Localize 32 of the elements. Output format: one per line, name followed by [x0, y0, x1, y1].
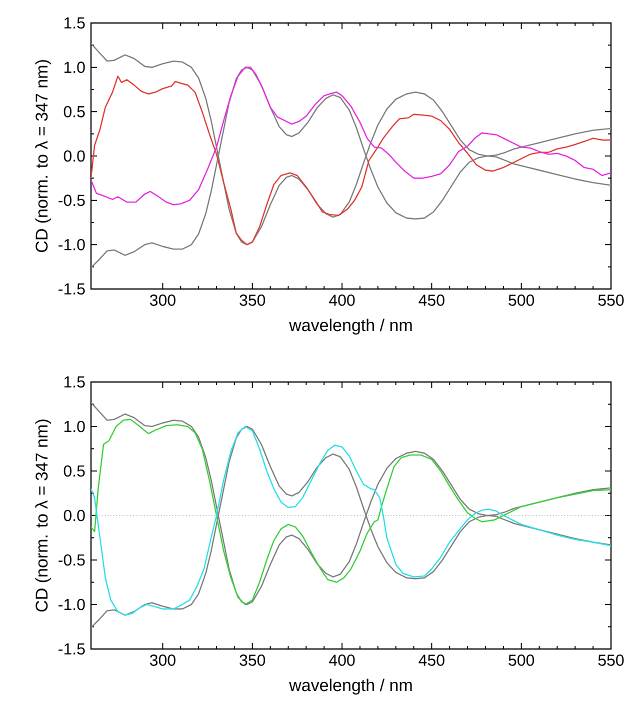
y-axis-title: CD (norm. to λ = 347 nm)	[35, 420, 52, 612]
y-tick-label: 1.0	[64, 420, 85, 432]
x-tick-label: 400	[329, 654, 355, 666]
x-tick-label: 450	[418, 654, 444, 666]
y-tick-label: 1.0	[64, 62, 85, 73]
y-tick-label: 1.5	[64, 17, 85, 29]
y-tick-label: 0.5	[64, 106, 85, 118]
y-tick-label: -0.5	[58, 554, 85, 566]
x-tick-label: 350	[240, 654, 266, 666]
y-tick-label: -1.5	[58, 643, 85, 655]
x-axis-title: wavelength / nm	[289, 678, 412, 695]
y-tick-label: -1.0	[58, 239, 85, 250]
x-tick-label: 550	[598, 294, 624, 306]
line-series	[91, 66, 611, 206]
x-tick-label: 450	[418, 294, 444, 306]
x-tick-label: 400	[329, 294, 355, 306]
y-tick-label: -1.5	[58, 283, 85, 295]
x-tick-label: 500	[508, 294, 534, 306]
x-tick-label: 300	[150, 654, 176, 666]
y-tick-label: 0.5	[64, 465, 85, 477]
line-series	[91, 76, 611, 246]
y-tick-label: -1.0	[58, 598, 85, 610]
y-tick-label: 1.5	[64, 376, 85, 388]
x-axis-title: wavelength / nm	[289, 318, 412, 335]
y-tick-label: 0.0	[64, 150, 85, 162]
y-tick-label: 0.0	[64, 510, 85, 522]
x-tick-label: 350	[240, 294, 266, 306]
x-tick-label: 500	[508, 654, 534, 666]
x-tick-label: 550	[598, 654, 624, 666]
y-tick-label: -0.5	[58, 194, 85, 206]
x-tick-label: 300	[150, 294, 176, 306]
y-axis-title: CD (norm. to λ = 347 nm)	[35, 60, 52, 252]
